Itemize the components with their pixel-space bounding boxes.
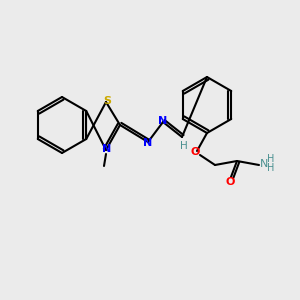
Text: O: O — [190, 147, 200, 157]
Text: N: N — [158, 116, 168, 126]
Text: N: N — [260, 159, 268, 169]
Text: N: N — [143, 138, 153, 148]
Text: H: H — [180, 141, 188, 151]
Text: H: H — [267, 154, 275, 164]
Text: H: H — [267, 163, 275, 173]
Text: N: N — [102, 144, 112, 154]
Text: S: S — [103, 96, 111, 106]
Text: O: O — [225, 177, 235, 187]
